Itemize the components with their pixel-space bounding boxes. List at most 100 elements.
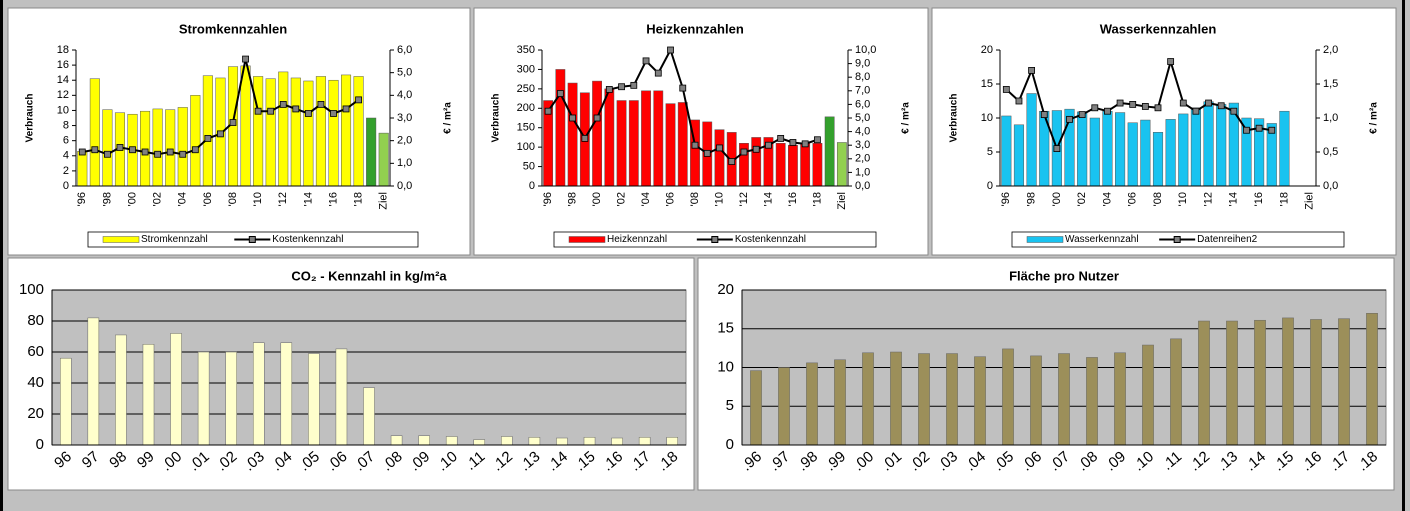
bar [152,108,163,187]
y2-tick-label: 0,0 [397,180,412,192]
bar [1030,355,1042,446]
bar [556,437,568,446]
line-marker [116,144,124,151]
bar [1152,132,1164,187]
bar [974,356,986,446]
x-tick-label: '98 [1026,192,1038,206]
bar [1089,117,1100,187]
line [1005,57,1272,152]
line-marker [191,146,199,154]
bar [1142,344,1154,446]
y-tick-label: 6 [63,135,69,147]
bar [253,76,264,187]
y-tick-label: 0 [36,436,44,453]
bar [390,435,403,446]
bar [583,437,596,446]
y-tick-label: 20 [717,281,734,298]
x-tick-label: '00 [591,192,603,206]
bar [165,109,176,187]
left-edge [0,0,3,511]
bar [418,435,430,446]
line-marker [1129,101,1137,108]
bar [87,317,100,446]
bar [778,367,790,446]
y2-tick-label: 1,0 [855,166,870,178]
bar [834,359,846,446]
bar [1338,318,1350,446]
line-marker [1205,99,1212,107]
y2-tick-label: 2,0 [855,153,870,165]
bar [341,74,352,187]
bar [641,90,651,187]
y-tick-label: 10 [981,112,993,124]
bar [1203,101,1214,187]
chart-title: CO₂ - Kennzahl in kg/m²a [291,268,447,283]
y2-tick-label: 2,0 [1323,44,1338,56]
bar [1310,319,1322,446]
chart-title: Fläche pro Nutzer [1009,268,1119,283]
line-marker [728,158,736,165]
line-marker [777,134,785,142]
bar [1102,110,1113,187]
line-marker [667,46,674,54]
x-tick-label: '02 [152,192,164,206]
chart-title: Wasserkennzahlen [1100,21,1217,36]
bar [473,439,486,446]
y2-tick-label: 9,0 [855,58,870,70]
line-marker [104,150,111,158]
line-marker [1015,97,1023,105]
bar [1366,313,1378,446]
y2-tick-label: 1,0 [1323,112,1338,124]
x-tick-label: '18 [1278,192,1290,206]
line-marker [618,83,625,91]
bar [836,142,847,187]
y-tick-label: 12 [57,89,69,101]
line-marker [691,141,699,149]
y-tick-label: 100 [19,281,44,298]
bar [335,348,348,446]
x-tick-label: '08 [227,192,239,206]
bar [1140,119,1151,187]
y-tick-label: 200 [517,102,535,114]
y-tick-label: 80 [27,312,44,329]
bar [1170,338,1182,446]
legend-swatch [1173,236,1181,243]
legend-label: Heizkennzahl [607,234,667,245]
bar [77,150,88,187]
x-tick-label: '06 [202,192,214,206]
x-tick-label: '06 [664,192,676,206]
x-tick-label: Ziel [1304,192,1316,210]
line-marker [593,114,601,122]
y-tick-label: 40 [27,374,44,391]
line-marker [642,57,650,65]
y2-axis-label: € / m²a [1369,102,1380,134]
bar [775,143,786,187]
bar [1254,319,1266,446]
line-marker [556,90,564,97]
bar [280,342,293,446]
bar [1165,119,1176,187]
line-marker [703,149,711,157]
line-marker [1053,145,1061,153]
line-marker [765,141,772,149]
bar [1086,357,1098,446]
x-tick-label: '06 [1127,192,1139,206]
y-tick-label: 20 [981,44,993,56]
line-marker [1217,102,1225,110]
bar [592,80,602,187]
x-tick-label: '98 [567,192,579,206]
x-tick-label: '12 [277,192,289,206]
bar [328,79,339,187]
x-tick-label: '98 [101,192,113,206]
y2-tick-label: 5,0 [855,112,870,124]
legend-swatch [248,236,256,243]
y-tick-label: 10 [717,358,734,375]
line-marker [1028,67,1035,74]
x-tick-label: '96 [76,192,88,206]
bar [1013,124,1025,187]
x-tick-label: '96 [542,192,554,206]
bar [1002,348,1014,446]
bar [616,100,627,187]
bar [290,77,301,187]
